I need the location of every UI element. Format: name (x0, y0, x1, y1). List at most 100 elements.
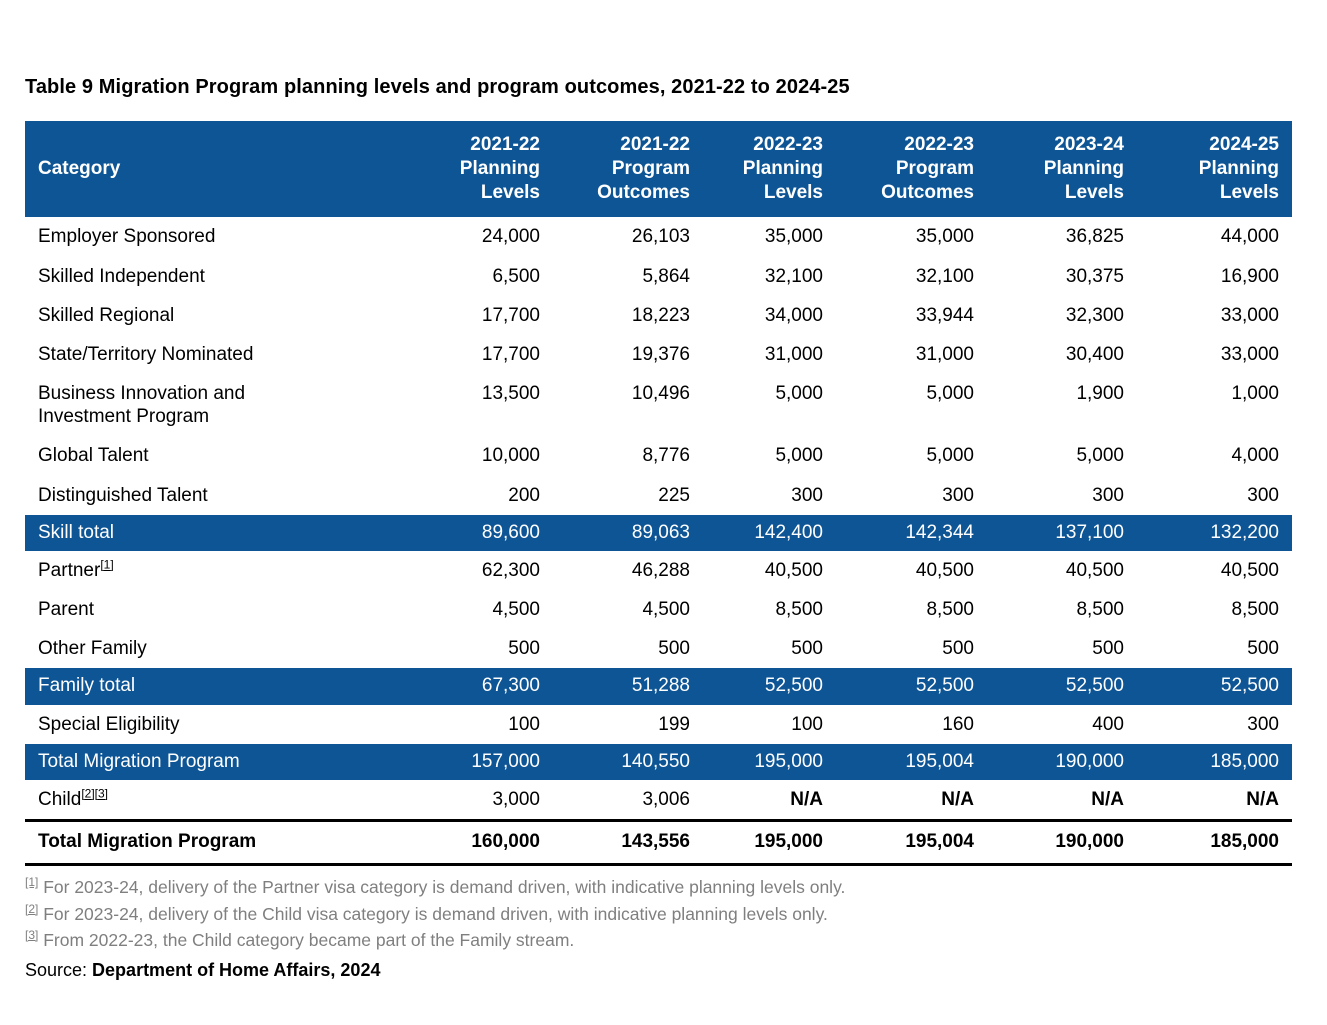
cell-value: 35,000 (764, 226, 823, 248)
table-body: Employer Sponsored 24,000 26,103 35,000 … (25, 217, 1292, 867)
row-label: Global Talent (38, 445, 149, 467)
header-row: Category 2021-22 Planning Levels 2021-22… (25, 121, 1292, 218)
cell-value: 18,223 (631, 304, 690, 326)
cell-value: 40,500 (1220, 559, 1279, 581)
footnote-text: From 2022-23, the Child category became … (38, 929, 575, 950)
row-label: State/Territory Nominated (38, 343, 254, 365)
row-label: Skilled Independent (38, 265, 205, 287)
cell-value: 3,006 (642, 788, 690, 810)
cell-value: 32,100 (915, 265, 974, 287)
cell-value: 300 (1247, 713, 1279, 735)
cell-value: 8,500 (1231, 599, 1279, 621)
cell-value: 5,000 (926, 383, 974, 405)
table-row: Skilled Regional 17,700 18,223 34,000 33… (25, 296, 1292, 335)
cell-value: 26,103 (631, 226, 690, 248)
cell-value: 200 (508, 484, 540, 506)
footnote-text: For 2023-24, delivery of the Child visa … (38, 903, 828, 924)
table-row-family-total: Family total 67,300 51,288 52,500 52,500… (25, 668, 1292, 705)
cell-value: 195,000 (703, 819, 836, 867)
cell-value: 190,000 (987, 819, 1137, 867)
cell-value: 32,300 (1065, 304, 1124, 326)
cell-value: 40,500 (915, 559, 974, 581)
cell-value: 52,500 (703, 668, 836, 705)
table-row: Global Talent 10,000 8,776 5,000 5,000 5… (25, 436, 1292, 475)
cell-value: 1,000 (1231, 383, 1279, 405)
cell-value: 8,500 (775, 599, 823, 621)
cell-value: 500 (658, 638, 690, 660)
cell-value: 8,500 (1076, 599, 1124, 621)
table-header: Category 2021-22 Planning Levels 2021-22… (25, 121, 1292, 218)
footnote-marker[interactable]: [1] (25, 875, 39, 890)
cell-value: 199 (658, 713, 690, 735)
cell-value: 8,500 (926, 599, 974, 621)
footnote-ref-link[interactable]: [1] (100, 557, 114, 572)
table-row: Employer Sponsored 24,000 26,103 35,000 … (25, 217, 1292, 256)
cell-value: N/A (1091, 788, 1124, 810)
cell-value: 160,000 (410, 819, 553, 867)
cell-value: 40,500 (764, 559, 823, 581)
row-label: Skilled Regional (38, 304, 175, 326)
cell-value: 140,550 (553, 743, 703, 780)
cell-value: 33,000 (1220, 304, 1279, 326)
cell-value: 142,400 (703, 514, 836, 551)
cell-value: 400 (1092, 713, 1124, 735)
cell-value: 13,500 (481, 383, 540, 405)
cell-value: 30,400 (1065, 343, 1124, 365)
row-label: Total Migration Program (25, 743, 410, 780)
cell-value: 31,000 (764, 343, 823, 365)
cell-value: 52,500 (987, 668, 1137, 705)
row-label: Total Migration Program (25, 819, 410, 867)
row-label: Employer Sponsored (38, 226, 216, 248)
footnote-text: For 2023-24, delivery of the Partner vis… (38, 877, 846, 898)
cell-value: 52,500 (1137, 668, 1292, 705)
row-label: Business Innovation and Investment Progr… (38, 383, 246, 428)
cell-value: 17,700 (481, 304, 540, 326)
cell-value: 62,300 (481, 559, 540, 581)
footnote-ref-link[interactable]: [2][3] (81, 786, 108, 801)
cell-value: 16,900 (1220, 265, 1279, 287)
row-label: Special Eligibility (38, 713, 180, 735)
cell-value: 33,000 (1220, 343, 1279, 365)
cell-value: 6,500 (492, 265, 540, 287)
cell-value: 40,500 (1065, 559, 1124, 581)
cell-value: 300 (1092, 484, 1124, 506)
footnote-marker[interactable]: [3] (25, 927, 39, 942)
cell-value: 195,000 (703, 743, 836, 780)
cell-value: 185,000 (1137, 819, 1292, 867)
cell-value: 5,000 (775, 445, 823, 467)
table-row: Business Innovation and Investment Progr… (25, 374, 1292, 436)
footnote-marker[interactable]: [2] (25, 901, 39, 916)
cell-value: 225 (658, 484, 690, 506)
cell-value: 4,500 (642, 599, 690, 621)
cell-value: N/A (941, 788, 974, 810)
cell-value: 36,825 (1065, 226, 1124, 248)
cell-value: 44,000 (1220, 226, 1279, 248)
cell-value: 24,000 (481, 226, 540, 248)
cell-value: 19,376 (631, 343, 690, 365)
cell-value: 195,004 (836, 819, 987, 867)
cell-value: 10,000 (481, 445, 540, 467)
table-row: Other Family 500 500 500 500 500 500 (25, 629, 1292, 668)
cell-value: 132,200 (1137, 514, 1292, 551)
row-label-text: Child (38, 788, 82, 810)
footnote-2: [2] For 2023-24, delivery of the Child v… (25, 901, 1292, 927)
cell-value: 185,000 (1137, 743, 1292, 780)
source-text: Department of Home Affairs, 2024 (92, 960, 381, 981)
table-row-skill-total: Skill total 89,600 89,063 142,400 142,34… (25, 514, 1292, 551)
table-row-grand-total: Total Migration Program 160,000 143,556 … (25, 819, 1292, 867)
cell-value: 160 (942, 713, 974, 735)
table-row: Special Eligibility 100 199 100 160 400 … (25, 705, 1292, 744)
row-label: Skill total (25, 514, 410, 551)
cell-value: 500 (942, 638, 974, 660)
cell-value: 300 (942, 484, 974, 506)
migration-program-table: Category 2021-22 Planning Levels 2021-22… (25, 121, 1292, 867)
cell-value: 10,496 (631, 383, 690, 405)
cell-value: 17,700 (481, 343, 540, 365)
column-header-2023-24-planning: 2023-24 Planning Levels (987, 121, 1137, 218)
source-prefix: Source: (25, 960, 93, 981)
column-header-2024-25-planning: 2024-25 Planning Levels (1137, 121, 1292, 218)
cell-value: 34,000 (764, 304, 823, 326)
table-row: Parent 4,500 4,500 8,500 8,500 8,500 8,5… (25, 590, 1292, 629)
footnotes-section: [1] For 2023-24, delivery of the Partner… (25, 874, 1292, 984)
cell-value: 500 (1092, 638, 1124, 660)
